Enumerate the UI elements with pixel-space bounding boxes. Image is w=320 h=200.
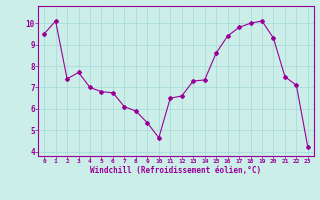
- X-axis label: Windchill (Refroidissement éolien,°C): Windchill (Refroidissement éolien,°C): [91, 166, 261, 175]
